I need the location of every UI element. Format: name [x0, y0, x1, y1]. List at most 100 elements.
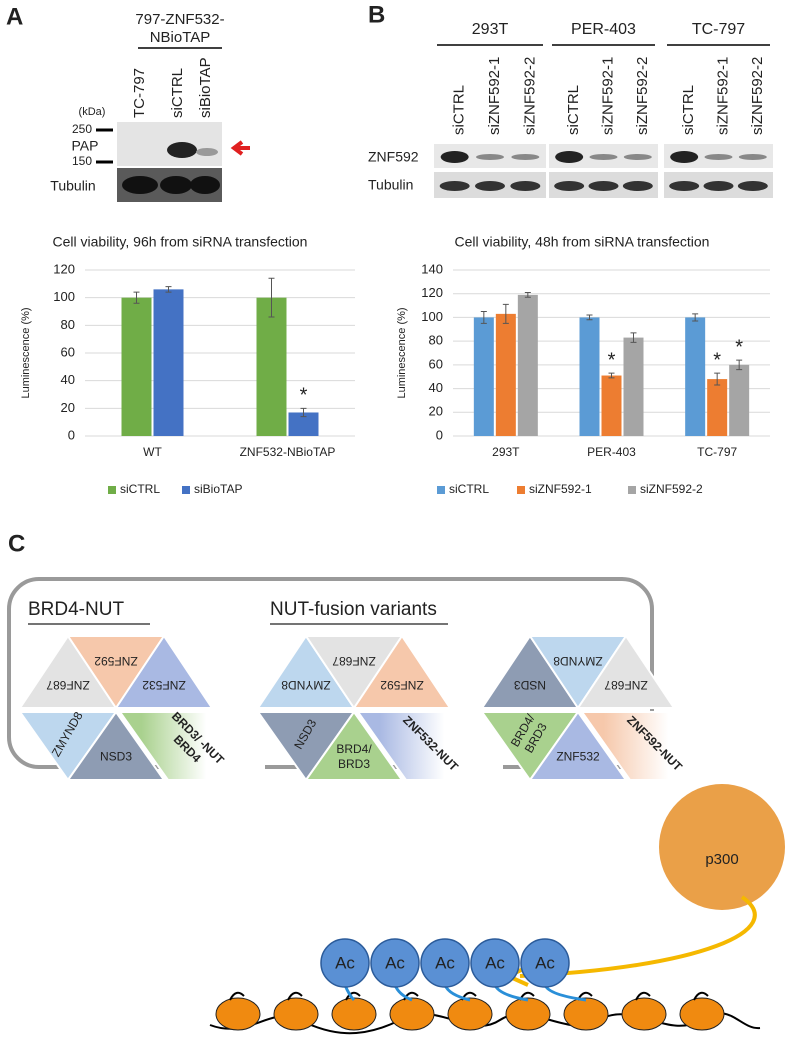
- subunit-label: NSD3: [514, 678, 546, 692]
- band: [475, 181, 505, 191]
- y-tick-label: 20: [429, 404, 443, 419]
- band: [737, 181, 768, 191]
- band: [554, 181, 585, 191]
- annotation: *: [713, 349, 721, 371]
- band: [476, 154, 504, 160]
- subunit: [66, 710, 166, 781]
- nucleosome: [273, 997, 319, 1031]
- error-bar: [608, 372, 615, 379]
- subunit-label: ZNF532: [556, 750, 600, 764]
- legend-label: siCTRL: [449, 482, 489, 496]
- subunit-label: ZNF687: [604, 678, 648, 692]
- nucleosome: [389, 997, 435, 1031]
- x-tick-label: ZNF532-NBioTAP: [240, 445, 336, 459]
- y-tick-label: 20: [61, 400, 75, 415]
- acetyl-label: Ac: [435, 953, 455, 972]
- band: [669, 181, 700, 191]
- x-tick-label: TC-797: [697, 445, 737, 459]
- histone-tail: [287, 991, 303, 1001]
- nucleosome: [505, 997, 551, 1031]
- nucleosome: [215, 997, 261, 1031]
- row-label: PAP: [72, 138, 99, 154]
- red-arrow: [230, 140, 250, 156]
- subunit: [576, 634, 676, 709]
- lane-label: siZNF592-2: [521, 57, 538, 135]
- histone-tail: [693, 991, 709, 1001]
- lane-label: siCTRL: [680, 85, 697, 135]
- annotation: *: [735, 336, 743, 358]
- y-tick-label: 80: [61, 317, 75, 332]
- error-bar: [480, 311, 487, 324]
- band: [738, 154, 767, 160]
- error-bar: [630, 332, 637, 343]
- legend-swatch: [437, 486, 445, 494]
- band: [511, 154, 540, 160]
- x-tick-label: PER-403: [587, 445, 636, 459]
- nucleosome: [621, 997, 667, 1031]
- bar: [729, 364, 750, 436]
- row-label: Tubulin: [368, 177, 413, 193]
- band: [439, 181, 470, 191]
- marker-label: 150: [72, 154, 92, 168]
- subunit-label: ZNF687: [332, 654, 376, 668]
- annotation: *: [608, 349, 616, 371]
- y-tick-label: 40: [429, 380, 443, 395]
- lane-label: siZNF592-2: [634, 57, 651, 135]
- legend-label: siZNF592-1: [529, 482, 592, 496]
- tail-link: [493, 984, 529, 1002]
- legend-swatch: [628, 486, 636, 494]
- subunit: [352, 634, 452, 709]
- band: [589, 154, 618, 160]
- bar: [473, 317, 494, 436]
- y-axis-label: Luminescence (%): [396, 307, 408, 398]
- band: [670, 151, 699, 163]
- acetyl: [370, 938, 420, 988]
- subunit: [304, 710, 404, 781]
- error-bar: [692, 313, 699, 322]
- legend-label: siZNF592-2: [640, 482, 703, 496]
- y-tick-label: 140: [421, 261, 443, 276]
- lane-label: TC-797: [131, 68, 148, 118]
- legend-swatch: [182, 486, 190, 494]
- box-title: BRD4-NUT: [28, 599, 124, 620]
- lane-label: siBioTAP: [197, 57, 214, 118]
- enzyme-label: p300: [705, 851, 738, 868]
- subunit: [528, 710, 628, 781]
- acetyl: [420, 938, 470, 988]
- error-bar: [165, 286, 172, 293]
- band: [588, 181, 619, 191]
- subunit-label: ZMYND8: [553, 654, 603, 668]
- histone-tail: [345, 991, 361, 1001]
- lane-label: siZNF592-1: [486, 57, 503, 135]
- subunit: [118, 711, 265, 781]
- acetyl-label: Ac: [535, 953, 555, 972]
- legend-label: siCTRL: [120, 482, 160, 496]
- band: [622, 181, 653, 191]
- band: [122, 176, 158, 194]
- group-label: PER-403: [571, 21, 636, 38]
- y-tick-label: 120: [421, 285, 443, 300]
- subunit-label: ZNF592: [94, 654, 138, 668]
- blot-header: 797-ZNF532-: [135, 11, 224, 28]
- acetyl-label: Ac: [335, 953, 355, 972]
- group-label: 293T: [472, 21, 509, 38]
- nucleosome: [447, 997, 493, 1031]
- band: [167, 142, 197, 158]
- lane-label: siCTRL: [565, 85, 582, 135]
- x-tick-label: WT: [143, 445, 162, 459]
- subunit: [356, 711, 503, 781]
- nucleosome: [679, 997, 725, 1031]
- acetyl: [470, 938, 520, 988]
- blot-b: [434, 44, 773, 198]
- bar: [579, 317, 600, 436]
- y-tick-label: 120: [53, 261, 75, 276]
- legend-label: siBioTAP: [194, 482, 242, 496]
- y-axis-label: Luminescence (%): [20, 307, 32, 398]
- y-tick-label: 0: [436, 427, 443, 442]
- panel-label: B: [368, 1, 385, 28]
- y-tick-label: 60: [61, 344, 75, 359]
- error-bar: [300, 407, 307, 418]
- acetyl-label: Ac: [485, 953, 505, 972]
- x-tick-label: 293T: [492, 445, 520, 459]
